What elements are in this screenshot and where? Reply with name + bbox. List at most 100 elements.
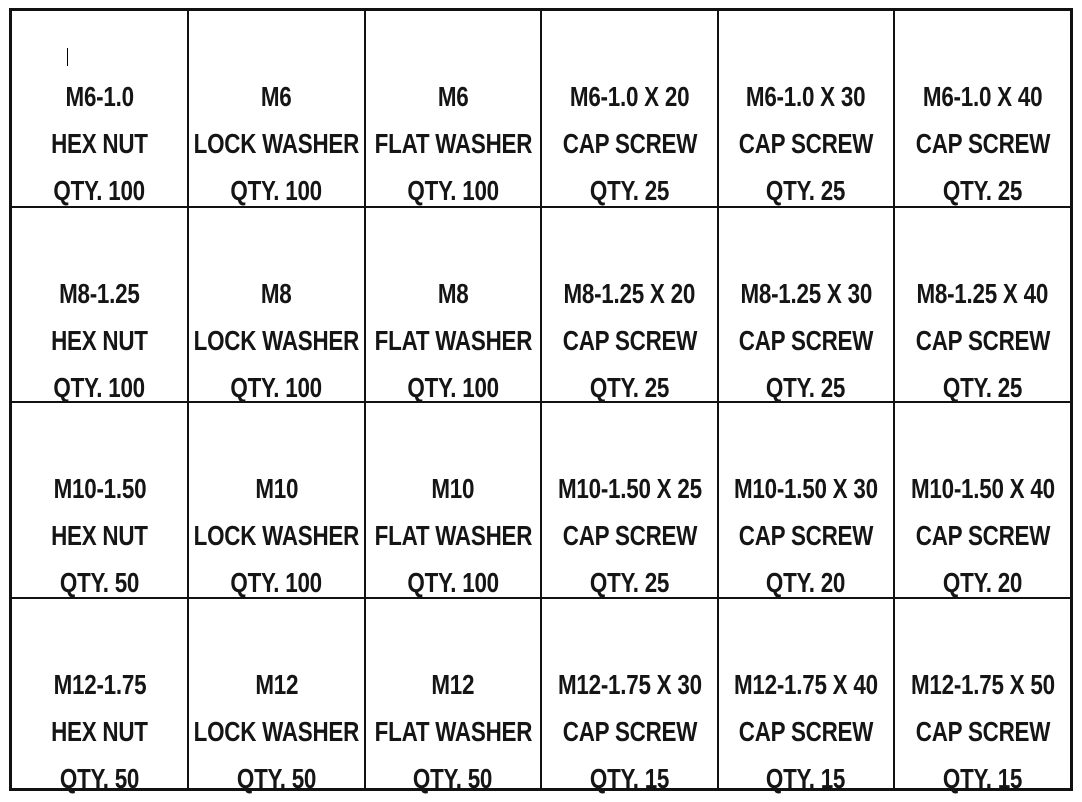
label-cell[interactable]: M12-1.75 X 40 CAP SCREW QTY. 15: [719, 599, 895, 794]
part-size: M6: [437, 81, 469, 112]
part-quantity: QTY. 15: [589, 763, 670, 794]
part-type: FLAT WASHER: [374, 520, 532, 551]
part-size: M10-1.50 X 25: [557, 473, 702, 504]
part-type: CAP SCREW: [915, 325, 1050, 356]
label-cell[interactable]: M12-1.75 X 50 CAP SCREW QTY. 15: [895, 599, 1070, 794]
label-text-block: M10-1.50 HEX NUT QTY. 50: [12, 465, 187, 606]
part-size: M8-1.25 X 30: [740, 278, 872, 309]
part-type: FLAT WASHER: [374, 128, 532, 159]
label-text-block: M10 LOCK WASHER QTY. 100: [189, 465, 364, 606]
part-type: CAP SCREW: [738, 128, 874, 159]
part-size: M12-1.75 X 40: [734, 669, 878, 700]
part-size: M12: [431, 669, 475, 700]
label-text-block: M6-1.0 X 30 CAP SCREW QTY. 25: [719, 73, 893, 214]
label-cell[interactable]: M12 FLAT WASHER QTY. 50: [366, 599, 542, 794]
label-text-block: M8 LOCK WASHER QTY. 100: [189, 270, 364, 411]
part-type: CAP SCREW: [738, 716, 874, 747]
label-cell[interactable]: M8 FLAT WASHER QTY. 100: [366, 208, 542, 403]
label-cell[interactable]: M12 LOCK WASHER QTY. 50: [189, 599, 366, 794]
part-size: M8: [261, 278, 292, 309]
label-cell[interactable]: M6-1.0 X 20 CAP SCREW QTY. 25: [542, 11, 719, 208]
label-cell[interactable]: M6-1.0 HEX NUT QTY. 100: [12, 11, 189, 208]
label-cell[interactable]: M8-1.25 X 20 CAP SCREW QTY. 25: [542, 208, 719, 403]
part-type: CAP SCREW: [562, 716, 697, 747]
part-type: FLAT WASHER: [374, 716, 532, 747]
label-cell[interactable]: M10-1.50 HEX NUT QTY. 50: [12, 403, 189, 599]
part-quantity: QTY. 50: [236, 763, 317, 794]
part-size: M8-1.25 X 40: [916, 278, 1049, 309]
part-type: CAP SCREW: [738, 520, 874, 551]
part-quantity: QTY. 25: [589, 175, 670, 206]
part-size: M10: [255, 473, 298, 504]
part-quantity: QTY. 50: [413, 763, 493, 794]
part-type: CAP SCREW: [562, 325, 697, 356]
label-cell[interactable]: M8-1.25 X 30 CAP SCREW QTY. 25: [719, 208, 895, 403]
part-size: M10-1.50 X 40: [910, 473, 1055, 504]
text-cursor: [67, 48, 68, 66]
label-text-block: M12-1.75 HEX NUT QTY. 50: [12, 661, 187, 802]
label-text-block: M12-1.75 X 30 CAP SCREW QTY. 15: [542, 661, 717, 802]
part-quantity: QTY. 100: [407, 175, 499, 206]
part-quantity: QTY. 15: [766, 763, 846, 794]
part-quantity: QTY. 25: [766, 175, 846, 206]
label-cell[interactable]: M8-1.25 HEX NUT QTY. 100: [12, 208, 189, 403]
label-cell[interactable]: M6 LOCK WASHER QTY. 100: [189, 11, 366, 208]
part-size: M6-1.0 X 40: [922, 81, 1043, 112]
label-text-block: M6-1.0 X 40 CAP SCREW QTY. 25: [895, 73, 1070, 214]
part-size: M6-1.0 X 30: [746, 81, 866, 112]
label-cell[interactable]: M6-1.0 X 40 CAP SCREW QTY. 25: [895, 11, 1070, 208]
part-size: M8-1.25 X 20: [563, 278, 696, 309]
part-quantity: QTY. 100: [53, 175, 146, 206]
part-type: LOCK WASHER: [193, 325, 360, 356]
label-text-block: M10-1.50 X 30 CAP SCREW QTY. 20: [719, 465, 893, 606]
label-text-block: M6 LOCK WASHER QTY. 100: [189, 73, 364, 214]
part-type: HEX NUT: [51, 325, 148, 356]
part-type: HEX NUT: [51, 520, 148, 551]
part-quantity: QTY. 100: [407, 567, 499, 598]
label-cell[interactable]: M10 LOCK WASHER QTY. 100: [189, 403, 366, 599]
label-cell[interactable]: M10-1.50 X 30 CAP SCREW QTY. 20: [719, 403, 895, 599]
label-text-block: M8-1.25 X 40 CAP SCREW QTY. 25: [895, 270, 1070, 411]
label-text-block: M12 LOCK WASHER QTY. 50: [189, 661, 364, 802]
label-cell[interactable]: M12-1.75 HEX NUT QTY. 50: [12, 599, 189, 794]
label-text-block: M12 FLAT WASHER QTY. 50: [366, 661, 540, 802]
part-type: CAP SCREW: [915, 128, 1050, 159]
part-size: M6-1.0: [65, 81, 134, 112]
part-size: M6: [261, 81, 292, 112]
label-cell[interactable]: M6 FLAT WASHER QTY. 100: [366, 11, 542, 208]
part-size: M10: [431, 473, 475, 504]
label-cell[interactable]: M12-1.75 X 30 CAP SCREW QTY. 15: [542, 599, 719, 794]
part-type: LOCK WASHER: [193, 520, 360, 551]
part-type: LOCK WASHER: [193, 128, 360, 159]
label-cell[interactable]: M8 LOCK WASHER QTY. 100: [189, 208, 366, 403]
label-cell[interactable]: M10-1.50 X 25 CAP SCREW QTY. 25: [542, 403, 719, 599]
label-cell[interactable]: M10-1.50 X 40 CAP SCREW QTY. 20: [895, 403, 1070, 599]
label-cell[interactable]: M6-1.0 X 30 CAP SCREW QTY. 25: [719, 11, 895, 208]
part-quantity: QTY. 20: [942, 567, 1023, 598]
label-text-block: M8-1.25 X 30 CAP SCREW QTY. 25: [719, 270, 893, 411]
part-quantity: QTY. 100: [230, 175, 323, 206]
part-type: CAP SCREW: [915, 716, 1050, 747]
label-text-block: M6-1.0 X 20 CAP SCREW QTY. 25: [542, 73, 717, 214]
part-size: M12-1.75: [53, 669, 146, 700]
label-text-block: M6 FLAT WASHER QTY. 100: [366, 73, 540, 214]
part-quantity: QTY. 25: [942, 175, 1023, 206]
part-quantity: QTY. 50: [59, 763, 140, 794]
part-type: CAP SCREW: [915, 520, 1050, 551]
part-type: HEX NUT: [51, 128, 148, 159]
hardware-label-grid: M6-1.0 HEX NUT QTY. 100 M6 LOCK WASHER QTY. 1…: [9, 8, 1073, 794]
part-size: M6-1.0 X 20: [569, 81, 690, 112]
label-cell[interactable]: M8-1.25 X 40 CAP SCREW QTY. 25: [895, 208, 1070, 403]
part-type: CAP SCREW: [562, 520, 697, 551]
label-text-block: M6-1.0 HEX NUT QTY. 100: [12, 73, 187, 214]
part-quantity: QTY. 100: [230, 372, 323, 403]
part-quantity: QTY. 25: [942, 372, 1023, 403]
part-quantity: QTY. 25: [589, 567, 670, 598]
label-text-block: M10 FLAT WASHER QTY. 100: [366, 465, 540, 606]
part-size: M12-1.75 X 50: [910, 669, 1055, 700]
part-size: M8: [437, 278, 469, 309]
part-quantity: QTY. 25: [589, 372, 670, 403]
part-quantity: QTY. 20: [766, 567, 846, 598]
part-quantity: QTY. 50: [59, 567, 140, 598]
label-cell[interactable]: M10 FLAT WASHER QTY. 100: [366, 403, 542, 599]
